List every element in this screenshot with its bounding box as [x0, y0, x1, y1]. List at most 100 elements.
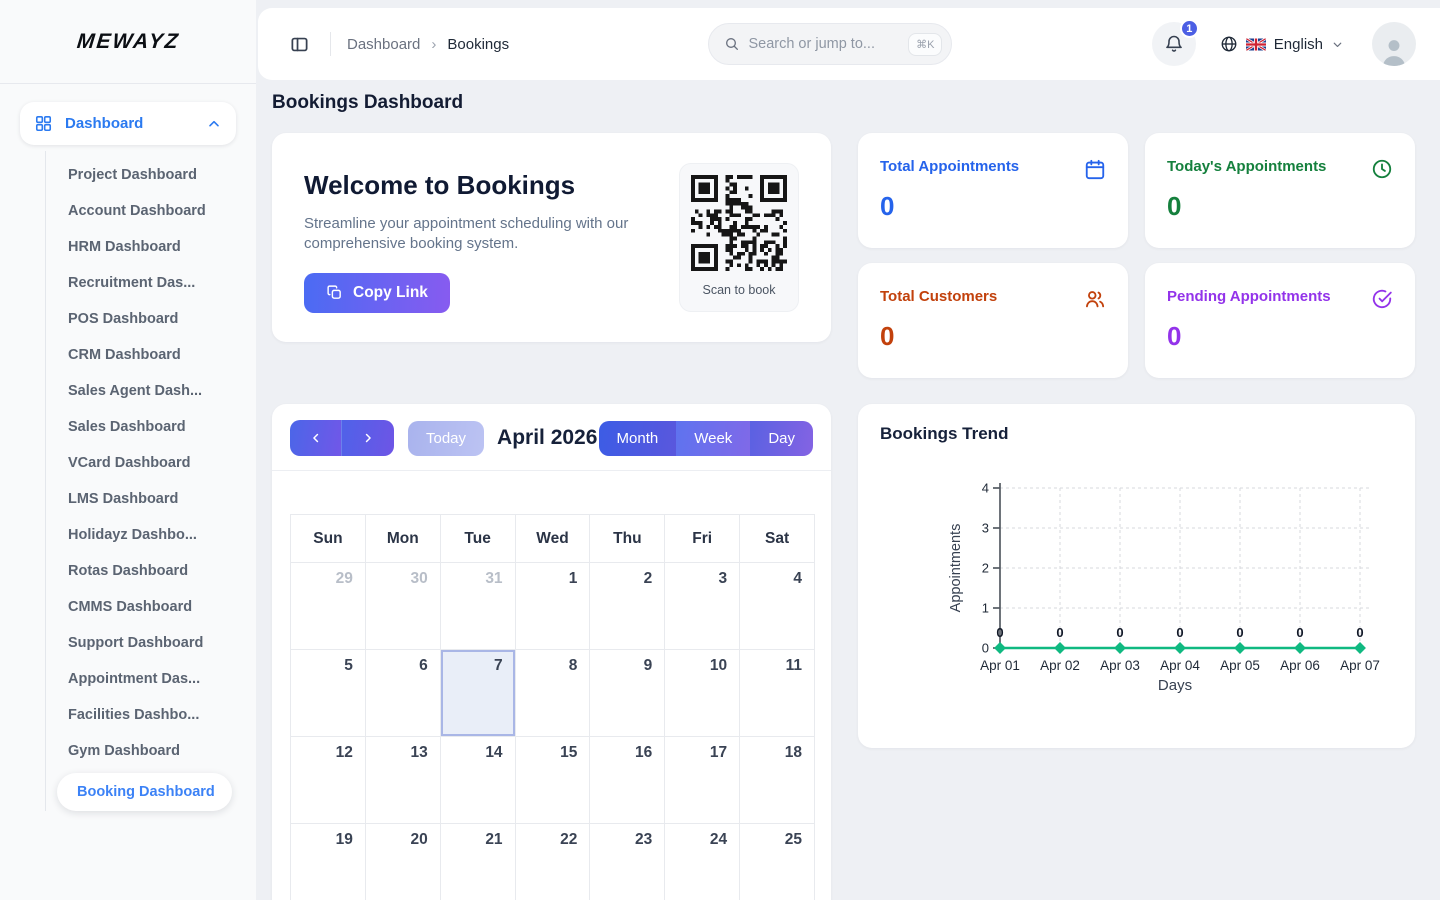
sidebar-item-sales-agent-dash[interactable]: Sales Agent Dash... — [68, 383, 203, 399]
weekday-thu: Thu — [590, 515, 666, 563]
calendar-day-1[interactable]: 1 — [515, 563, 591, 650]
topbar-divider — [330, 32, 331, 56]
sidebar-item-appointment-das[interactable]: Appointment Das... — [68, 671, 201, 687]
calendar-day-12[interactable]: 12 — [291, 737, 366, 824]
x-tick-label: Apr 02 — [1040, 658, 1080, 673]
search-bar[interactable]: ⌘K — [708, 23, 953, 65]
calendar-day-5[interactable]: 5 — [291, 650, 366, 737]
sidebar-item-account-dashboard[interactable]: Account Dashboard — [68, 203, 206, 219]
calendar-day-21[interactable]: 21 — [440, 824, 516, 900]
globe-icon — [1220, 35, 1238, 53]
view-day-button[interactable]: Day — [750, 420, 813, 456]
main-area: Dashboard › Bookings ⌘K 1 — [256, 0, 1440, 900]
trend-chart-title: Bookings Trend — [880, 424, 1009, 443]
calendar-day-8[interactable]: 8 — [515, 650, 591, 737]
sidebar-item-hrm-dashboard[interactable]: HRM Dashboard — [68, 239, 181, 255]
calendar-day-24[interactable]: 24 — [665, 824, 741, 900]
stat-card-total-customers[interactable]: Total Customers 0 — [858, 263, 1128, 378]
sidebar-item-pos-dashboard[interactable]: POS Dashboard — [68, 311, 179, 327]
sidebar-item-gym-dashboard[interactable]: Gym Dashboard — [68, 743, 180, 759]
weekday-sun: Sun — [291, 515, 366, 563]
breadcrumb: Dashboard › Bookings — [347, 36, 509, 53]
calendar-day-today[interactable]: 7 — [440, 650, 516, 737]
sidebar-item-booking-dashboard[interactable]: Booking Dashboard — [57, 773, 232, 811]
clock-icon — [1371, 158, 1393, 180]
sidebar-item-support-dashboard[interactable]: Support Dashboard — [68, 635, 204, 651]
prev-month-button[interactable] — [290, 420, 342, 456]
sidebar-toggle-icon[interactable] — [284, 29, 314, 59]
calendar-day-18[interactable]: 18 — [740, 737, 815, 824]
bell-icon — [1164, 34, 1184, 54]
data-point-label: 0 — [1236, 625, 1243, 640]
breadcrumb-bookings: Bookings — [447, 35, 510, 53]
y-tick-label: 3 — [982, 521, 989, 536]
sidebar-item-cmms-dashboard[interactable]: CMMS Dashboard — [68, 599, 193, 615]
calendar-toolbar: Today April 2026 Month Week Day — [272, 404, 831, 471]
calendar-grid: Sun Mon Tue Wed Thu Fri Sat 29 30 31 1 2 3 4 5 6 7 8 9 10 11… — [290, 514, 815, 900]
calendar-day-17[interactable]: 17 — [665, 737, 741, 824]
topbar-right: 1 English — [1151, 19, 1416, 66]
calendar-day-29[interactable]: 29 — [291, 563, 366, 650]
calendar-day-14[interactable]: 14 — [440, 737, 516, 824]
data-point-marker — [1174, 642, 1186, 654]
notifications-button[interactable]: 1 — [1151, 19, 1199, 66]
dashboard-grid-icon — [34, 114, 53, 133]
sidebar-item-holidayz-dashbo[interactable]: Holidayz Dashbo... — [68, 527, 197, 543]
calendar-day-16[interactable]: 16 — [590, 737, 666, 824]
copy-link-label: Copy Link — [353, 283, 428, 301]
sidebar-item-facilities-dashbo[interactable]: Facilities Dashbo... — [68, 707, 200, 723]
stat-card-pending-appointments[interactable]: Pending Appointments 0 — [1145, 263, 1415, 378]
stat-label: Pending Appointments — [1167, 288, 1331, 305]
calendar-day-3[interactable]: 3 — [665, 563, 741, 650]
calendar-day-22[interactable]: 22 — [515, 824, 591, 900]
stats-grid: Total Appointments 0 Today's Appointments 0… — [858, 133, 1415, 378]
topbar: Dashboard › Bookings ⌘K 1 — [258, 8, 1440, 80]
calendar-month-title: April 2026 — [497, 426, 598, 449]
language-selector[interactable]: English — [1220, 35, 1344, 53]
view-month-button[interactable]: Month — [598, 420, 677, 456]
breadcrumb-dashboard[interactable]: Dashboard — [347, 35, 421, 53]
stat-label: Total Appointments — [880, 158, 1020, 175]
copy-icon — [326, 284, 343, 301]
next-month-button[interactable] — [342, 420, 394, 456]
calendar-day-11[interactable]: 11 — [740, 650, 815, 737]
qr-code-image — [691, 175, 787, 271]
sidebar-item-crm-dashboard[interactable]: CRM Dashboard — [68, 347, 181, 363]
calendar-day-15[interactable]: 15 — [515, 737, 591, 824]
calendar-day-2[interactable]: 2 — [590, 563, 666, 650]
data-point-marker — [1114, 642, 1126, 654]
bookings-trend-card: Bookings Trend 0 1 2 3 4 Appointments Days 0 Apr… — [858, 404, 1415, 748]
calendar-day-20[interactable]: 20 — [365, 824, 441, 900]
page-content: Bookings Dashboard Welcome to Bookings S… — [256, 80, 1440, 900]
calendar-day-23[interactable]: 23 — [590, 824, 666, 900]
stat-card-total-appointments[interactable]: Total Appointments 0 — [858, 133, 1128, 248]
sidebar-item-rotas-dashboard[interactable]: Rotas Dashboard — [68, 563, 189, 579]
sidebar-item-lms-dashboard[interactable]: LMS Dashboard — [68, 491, 179, 507]
today-button[interactable]: Today — [408, 420, 485, 456]
calendar-day-9[interactable]: 9 — [590, 650, 666, 737]
sidebar-item-project-dashboard[interactable]: Project Dashboard — [68, 167, 197, 183]
sidebar-item-sales-dashboard[interactable]: Sales Dashboard — [68, 419, 186, 435]
calendar-card: Today April 2026 Month Week Day Sun Mon Tu… — [272, 404, 831, 900]
calendar-day-31[interactable]: 31 — [440, 563, 516, 650]
calendar-day-13[interactable]: 13 — [365, 737, 441, 824]
user-avatar[interactable] — [1372, 22, 1416, 66]
copy-link-button[interactable]: Copy Link — [304, 272, 450, 313]
stat-value: 0 — [1167, 191, 1182, 221]
calendar-day-19[interactable]: 19 — [291, 824, 366, 900]
stat-card-today-s-appointments[interactable]: Today's Appointments 0 — [1145, 133, 1415, 248]
x-tick-label: Apr 05 — [1220, 658, 1260, 673]
qr-caption: Scan to book — [702, 283, 776, 297]
search-zone: ⌘K — [509, 23, 1152, 65]
sidebar-item-vcard-dashboard[interactable]: VCard Dashboard — [68, 455, 191, 471]
calendar-day-6[interactable]: 6 — [365, 650, 441, 737]
sidebar-item-dashboard[interactable]: Dashboard — [20, 102, 236, 145]
search-input[interactable] — [748, 36, 901, 52]
view-week-button[interactable]: Week — [676, 420, 751, 456]
calendar-day-10[interactable]: 10 — [665, 650, 741, 737]
calendar-day-30[interactable]: 30 — [365, 563, 441, 650]
calendar-day-25[interactable]: 25 — [740, 824, 815, 900]
sidebar-item-recruitment-das[interactable]: Recruitment Das... — [68, 275, 196, 291]
calendar-day-4[interactable]: 4 — [740, 563, 815, 650]
